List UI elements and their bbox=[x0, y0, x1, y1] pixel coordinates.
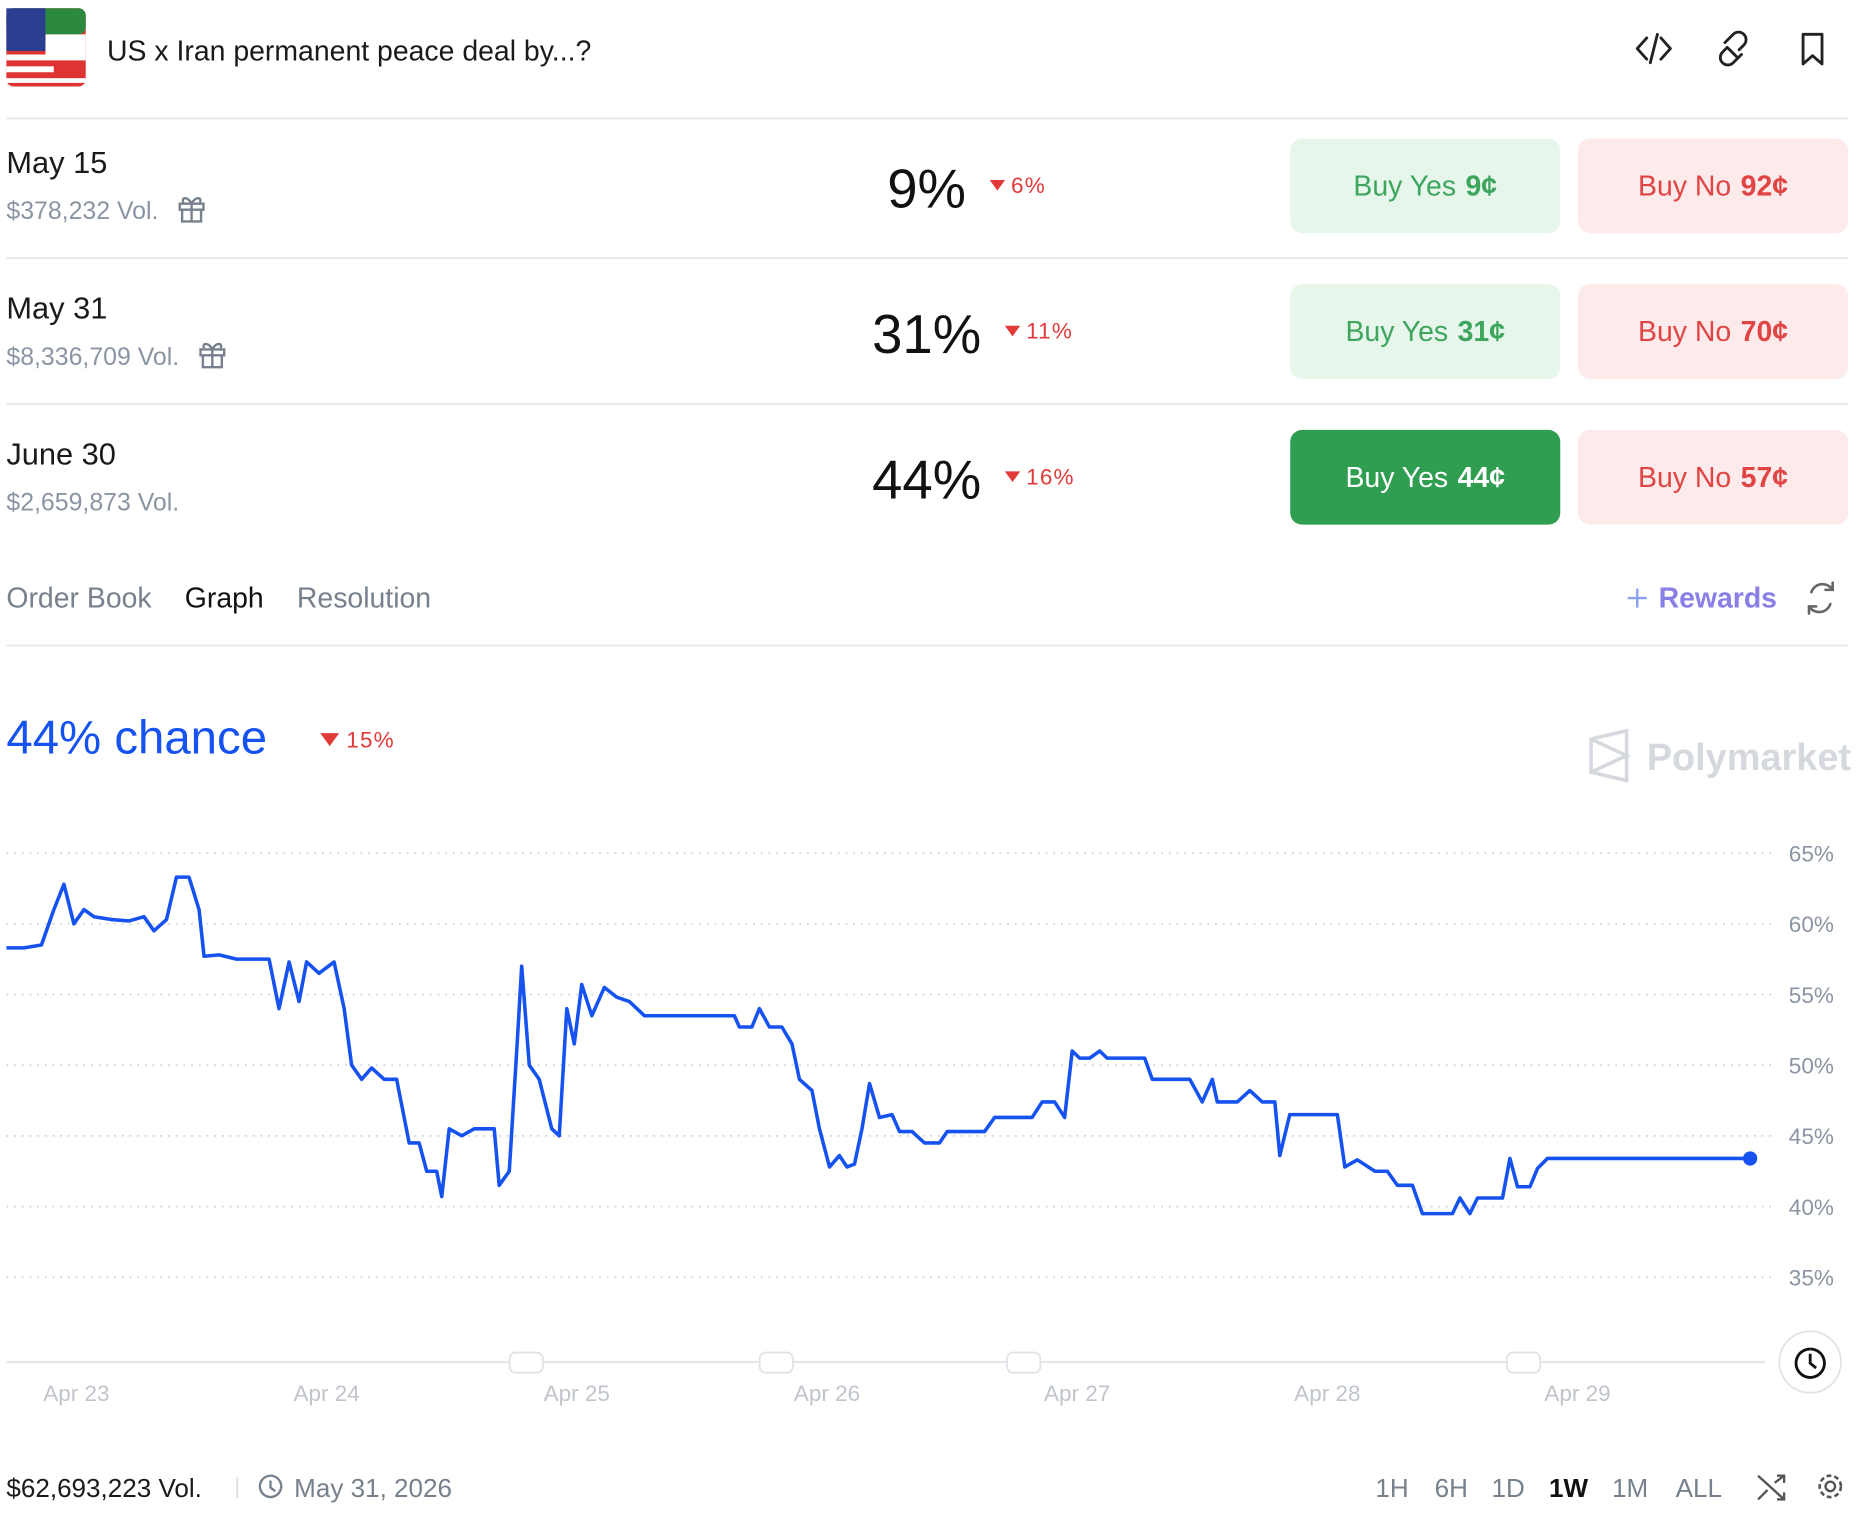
yes-price: 9¢ bbox=[1466, 170, 1498, 202]
gift-icon[interactable] bbox=[199, 342, 226, 369]
buy-yes-button[interactable] bbox=[1290, 138, 1561, 234]
outcome-change: 16% bbox=[1026, 464, 1075, 489]
buy-no-label: Buy No 92¢ bbox=[1638, 170, 1788, 202]
brush-handle[interactable] bbox=[758, 1351, 794, 1374]
outcome-chance: 9% bbox=[887, 158, 966, 219]
outcome-volume: $2,659,873 Vol. bbox=[6, 488, 179, 516]
shuffle-icon[interactable] bbox=[1757, 1474, 1786, 1501]
x-tick-label: Apr 24 bbox=[293, 1381, 359, 1406]
buy-no-button[interactable] bbox=[1578, 138, 1849, 234]
down-arrow bbox=[1004, 471, 1021, 483]
last-point bbox=[1743, 1151, 1758, 1166]
outcome-date: May 31 bbox=[6, 291, 107, 326]
yes-price: 31¢ bbox=[1458, 316, 1506, 348]
buy-no-label: Buy No 57¢ bbox=[1638, 462, 1788, 494]
outcome-chance: 31% bbox=[872, 304, 981, 365]
x-tick-label: Apr 25 bbox=[544, 1381, 610, 1406]
range-button[interactable]: 6H bbox=[1435, 1473, 1468, 1503]
outcome-change: 11% bbox=[1026, 319, 1073, 344]
outcome-change: 6% bbox=[1011, 173, 1046, 198]
y-tick-label: 55% bbox=[1789, 983, 1834, 1008]
buy-yes-button[interactable] bbox=[1290, 429, 1561, 525]
plus-icon bbox=[1627, 588, 1647, 608]
y-tick-label: 45% bbox=[1789, 1124, 1834, 1149]
down-arrow bbox=[1004, 325, 1021, 337]
x-tick-label: Apr 28 bbox=[1294, 1381, 1360, 1406]
market-title: US x Iran permanent peace deal by...? bbox=[107, 35, 591, 67]
brush-handle[interactable] bbox=[508, 1351, 544, 1374]
no-price: 92¢ bbox=[1741, 170, 1789, 202]
price-line bbox=[6, 875, 1751, 1216]
no-price: 57¢ bbox=[1741, 462, 1789, 494]
down-arrow bbox=[320, 733, 340, 747]
watermark-logo bbox=[1589, 728, 1631, 783]
chart-title: 44% chance bbox=[6, 711, 267, 764]
flag bbox=[6, 8, 86, 87]
range-button[interactable]: ALL bbox=[1676, 1473, 1722, 1503]
clock-icon bbox=[258, 1474, 283, 1499]
buy-yes-label: Buy Yes 44¢ bbox=[1345, 462, 1505, 494]
link-icon[interactable] bbox=[1718, 30, 1748, 67]
yes-text: Buy Yes bbox=[1345, 462, 1448, 494]
y-tick-label: 35% bbox=[1789, 1265, 1834, 1290]
tab[interactable]: Graph bbox=[185, 583, 264, 615]
x-tick-label: Apr 26 bbox=[794, 1381, 860, 1406]
outcome-chance: 44% bbox=[872, 450, 981, 511]
y-tick-label: 60% bbox=[1789, 912, 1834, 937]
tab[interactable]: Order Book bbox=[6, 583, 152, 615]
outcome-date: June 30 bbox=[6, 436, 116, 471]
x-tick-label: Apr 29 bbox=[1544, 1381, 1610, 1406]
chart-change: 15% bbox=[346, 727, 395, 752]
range-button[interactable]: 1M bbox=[1612, 1473, 1648, 1503]
outcome-volume: $8,336,709 Vol. bbox=[6, 343, 179, 371]
down-arrow bbox=[989, 180, 1006, 191]
no-price: 70¢ bbox=[1741, 316, 1789, 348]
outcome-volume: $378,232 Vol. bbox=[6, 197, 158, 225]
end-date: May 31, 2026 bbox=[294, 1473, 452, 1503]
buy-yes-label: Buy Yes 31¢ bbox=[1345, 316, 1505, 348]
y-tick-label: 65% bbox=[1789, 841, 1834, 866]
no-text: Buy No bbox=[1638, 170, 1731, 202]
brush-handle[interactable] bbox=[1506, 1351, 1542, 1374]
clock-icon bbox=[1794, 1347, 1826, 1379]
yes-text: Buy Yes bbox=[1353, 170, 1456, 202]
outcome-date: May 15 bbox=[6, 145, 107, 180]
tab[interactable]: Resolution bbox=[297, 583, 431, 615]
no-text: Buy No bbox=[1638, 462, 1731, 494]
brush-handle[interactable] bbox=[1006, 1351, 1042, 1374]
buy-yes-button[interactable] bbox=[1290, 284, 1561, 379]
buy-no-button[interactable] bbox=[1578, 429, 1849, 525]
y-tick-label: 40% bbox=[1789, 1195, 1834, 1220]
buy-no-label: Buy No 70¢ bbox=[1638, 316, 1788, 348]
buy-yes-label: Buy Yes 9¢ bbox=[1353, 170, 1497, 202]
rewards-link[interactable]: Rewards bbox=[1659, 583, 1777, 615]
refresh-icon[interactable] bbox=[1807, 581, 1834, 615]
range-button[interactable]: 1D bbox=[1492, 1473, 1525, 1503]
no-text: Buy No bbox=[1638, 316, 1731, 348]
watermark: Polymarket bbox=[1647, 737, 1852, 779]
yes-text: Buy Yes bbox=[1345, 316, 1448, 348]
range-button[interactable]: 1H bbox=[1375, 1473, 1408, 1503]
x-tick-label: Apr 23 bbox=[43, 1381, 109, 1406]
embed-icon[interactable] bbox=[1635, 32, 1672, 65]
y-tick-label: 50% bbox=[1789, 1053, 1834, 1078]
range-button[interactable]: 1W bbox=[1549, 1473, 1588, 1503]
total-volume: $62,693,223 Vol. bbox=[6, 1473, 202, 1503]
yes-price: 44¢ bbox=[1458, 462, 1506, 494]
settings-icon[interactable] bbox=[1818, 1474, 1843, 1499]
x-tick-label: Apr 27 bbox=[1044, 1381, 1110, 1406]
gift-icon[interactable] bbox=[178, 197, 205, 223]
buy-no-button[interactable] bbox=[1578, 284, 1849, 379]
bookmark-icon[interactable] bbox=[1801, 32, 1824, 66]
